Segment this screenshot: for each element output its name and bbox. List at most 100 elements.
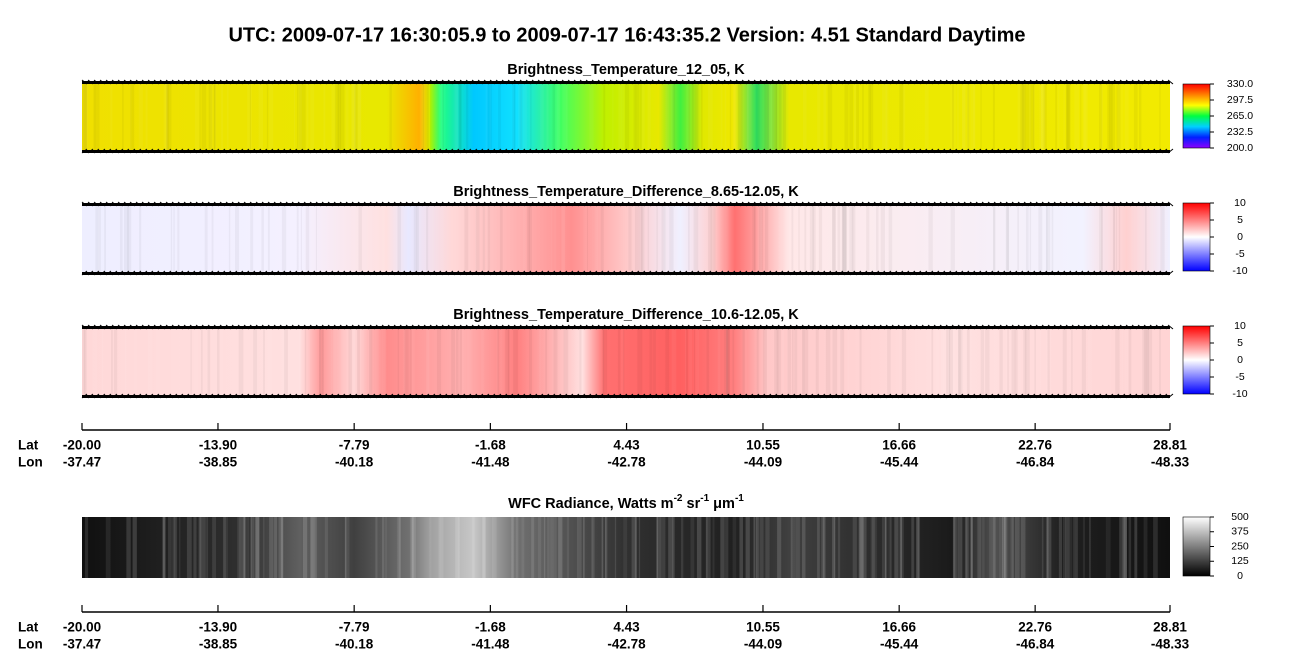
border-tooth	[825, 393, 832, 399]
image-texture	[1122, 517, 1127, 578]
image-texture	[665, 329, 670, 395]
image-texture	[1050, 517, 1052, 578]
border-tooth	[1125, 148, 1132, 154]
image-texture	[368, 329, 373, 395]
border-tooth	[189, 148, 196, 154]
border-tooth	[1161, 79, 1168, 85]
image-texture	[1011, 206, 1015, 272]
image-texture	[858, 206, 863, 272]
image-texture	[1115, 206, 1118, 272]
image-texture	[92, 329, 98, 395]
border-tooth	[861, 148, 868, 154]
image-texture	[590, 517, 596, 578]
image-texture	[1134, 517, 1138, 578]
image-texture	[1147, 329, 1153, 395]
border-tooth	[1131, 79, 1138, 85]
border-tooth	[633, 324, 640, 330]
image-texture	[1128, 329, 1132, 395]
border-tooth	[441, 393, 448, 399]
border-tooth	[393, 393, 400, 399]
border-tooth	[933, 393, 940, 399]
border-tooth	[711, 324, 718, 330]
image-texture	[1010, 517, 1012, 578]
border-tooth	[783, 324, 790, 330]
border-tooth	[1077, 393, 1084, 399]
border-tooth	[339, 324, 346, 330]
border-tooth	[345, 148, 352, 154]
image-texture	[206, 206, 210, 272]
border-tooth	[1017, 148, 1024, 154]
border-tooth	[519, 148, 526, 154]
border-tooth	[843, 270, 850, 276]
image-texture	[96, 206, 102, 272]
image-texture	[124, 329, 128, 395]
border-tooth	[399, 79, 406, 85]
image-texture	[220, 329, 223, 395]
border-tooth	[261, 79, 268, 85]
image-texture	[684, 329, 687, 395]
border-tooth	[945, 201, 952, 207]
border-tooth	[939, 393, 946, 399]
border-tooth	[675, 201, 682, 207]
border-tooth	[423, 201, 430, 207]
border-tooth	[297, 270, 304, 276]
lat-label: Lat	[18, 620, 39, 635]
border-tooth	[423, 393, 430, 399]
image-texture	[500, 329, 505, 395]
image-texture	[522, 206, 527, 272]
border-tooth	[975, 270, 982, 276]
image-texture	[775, 84, 778, 150]
image-texture	[97, 206, 99, 272]
border-tooth	[885, 324, 892, 330]
border-tooth	[699, 393, 706, 399]
border-tooth	[387, 79, 394, 85]
border-tooth	[513, 148, 520, 154]
image-texture	[261, 206, 264, 272]
image-texture	[496, 329, 499, 395]
border-tooth	[315, 201, 322, 207]
border-tooth	[213, 79, 220, 85]
border-tooth	[393, 270, 400, 276]
image-texture	[668, 517, 674, 578]
border-tooth	[693, 79, 700, 85]
border-tooth	[717, 324, 724, 330]
border-tooth	[723, 148, 730, 154]
image-texture	[764, 206, 769, 272]
image-texture	[1002, 517, 1008, 578]
border-tooth	[735, 201, 742, 207]
image-texture	[281, 206, 287, 272]
image-texture	[790, 517, 793, 578]
border-tooth	[525, 393, 532, 399]
border-tooth	[789, 270, 796, 276]
border-tooth	[897, 270, 904, 276]
border-tooth	[153, 148, 160, 154]
image-texture	[924, 84, 929, 150]
border-tooth	[1035, 393, 1042, 399]
border-tooth	[663, 393, 670, 399]
border-tooth	[933, 148, 940, 154]
border-tooth	[1065, 270, 1072, 276]
border-tooth	[1041, 324, 1048, 330]
border-tooth	[741, 148, 748, 154]
border-tooth	[369, 324, 376, 330]
border-tooth	[351, 270, 358, 276]
border-tooth	[657, 324, 664, 330]
border-tooth	[1113, 270, 1120, 276]
border-tooth	[711, 270, 718, 276]
image-texture	[869, 84, 874, 150]
border-tooth	[951, 201, 958, 207]
image-texture	[656, 517, 658, 578]
border-tooth	[483, 148, 490, 154]
border-tooth	[987, 324, 994, 330]
image-texture	[1073, 517, 1075, 578]
image-texture	[887, 329, 891, 395]
image-texture	[746, 84, 752, 150]
lon-tick-label: -38.85	[199, 455, 238, 470]
border-tooth	[279, 270, 286, 276]
border-tooth	[1023, 324, 1030, 330]
border-tooth	[255, 270, 262, 276]
image-texture	[962, 206, 966, 272]
image-texture	[166, 84, 172, 150]
image-texture	[84, 517, 89, 578]
border-tooth	[1035, 79, 1042, 85]
